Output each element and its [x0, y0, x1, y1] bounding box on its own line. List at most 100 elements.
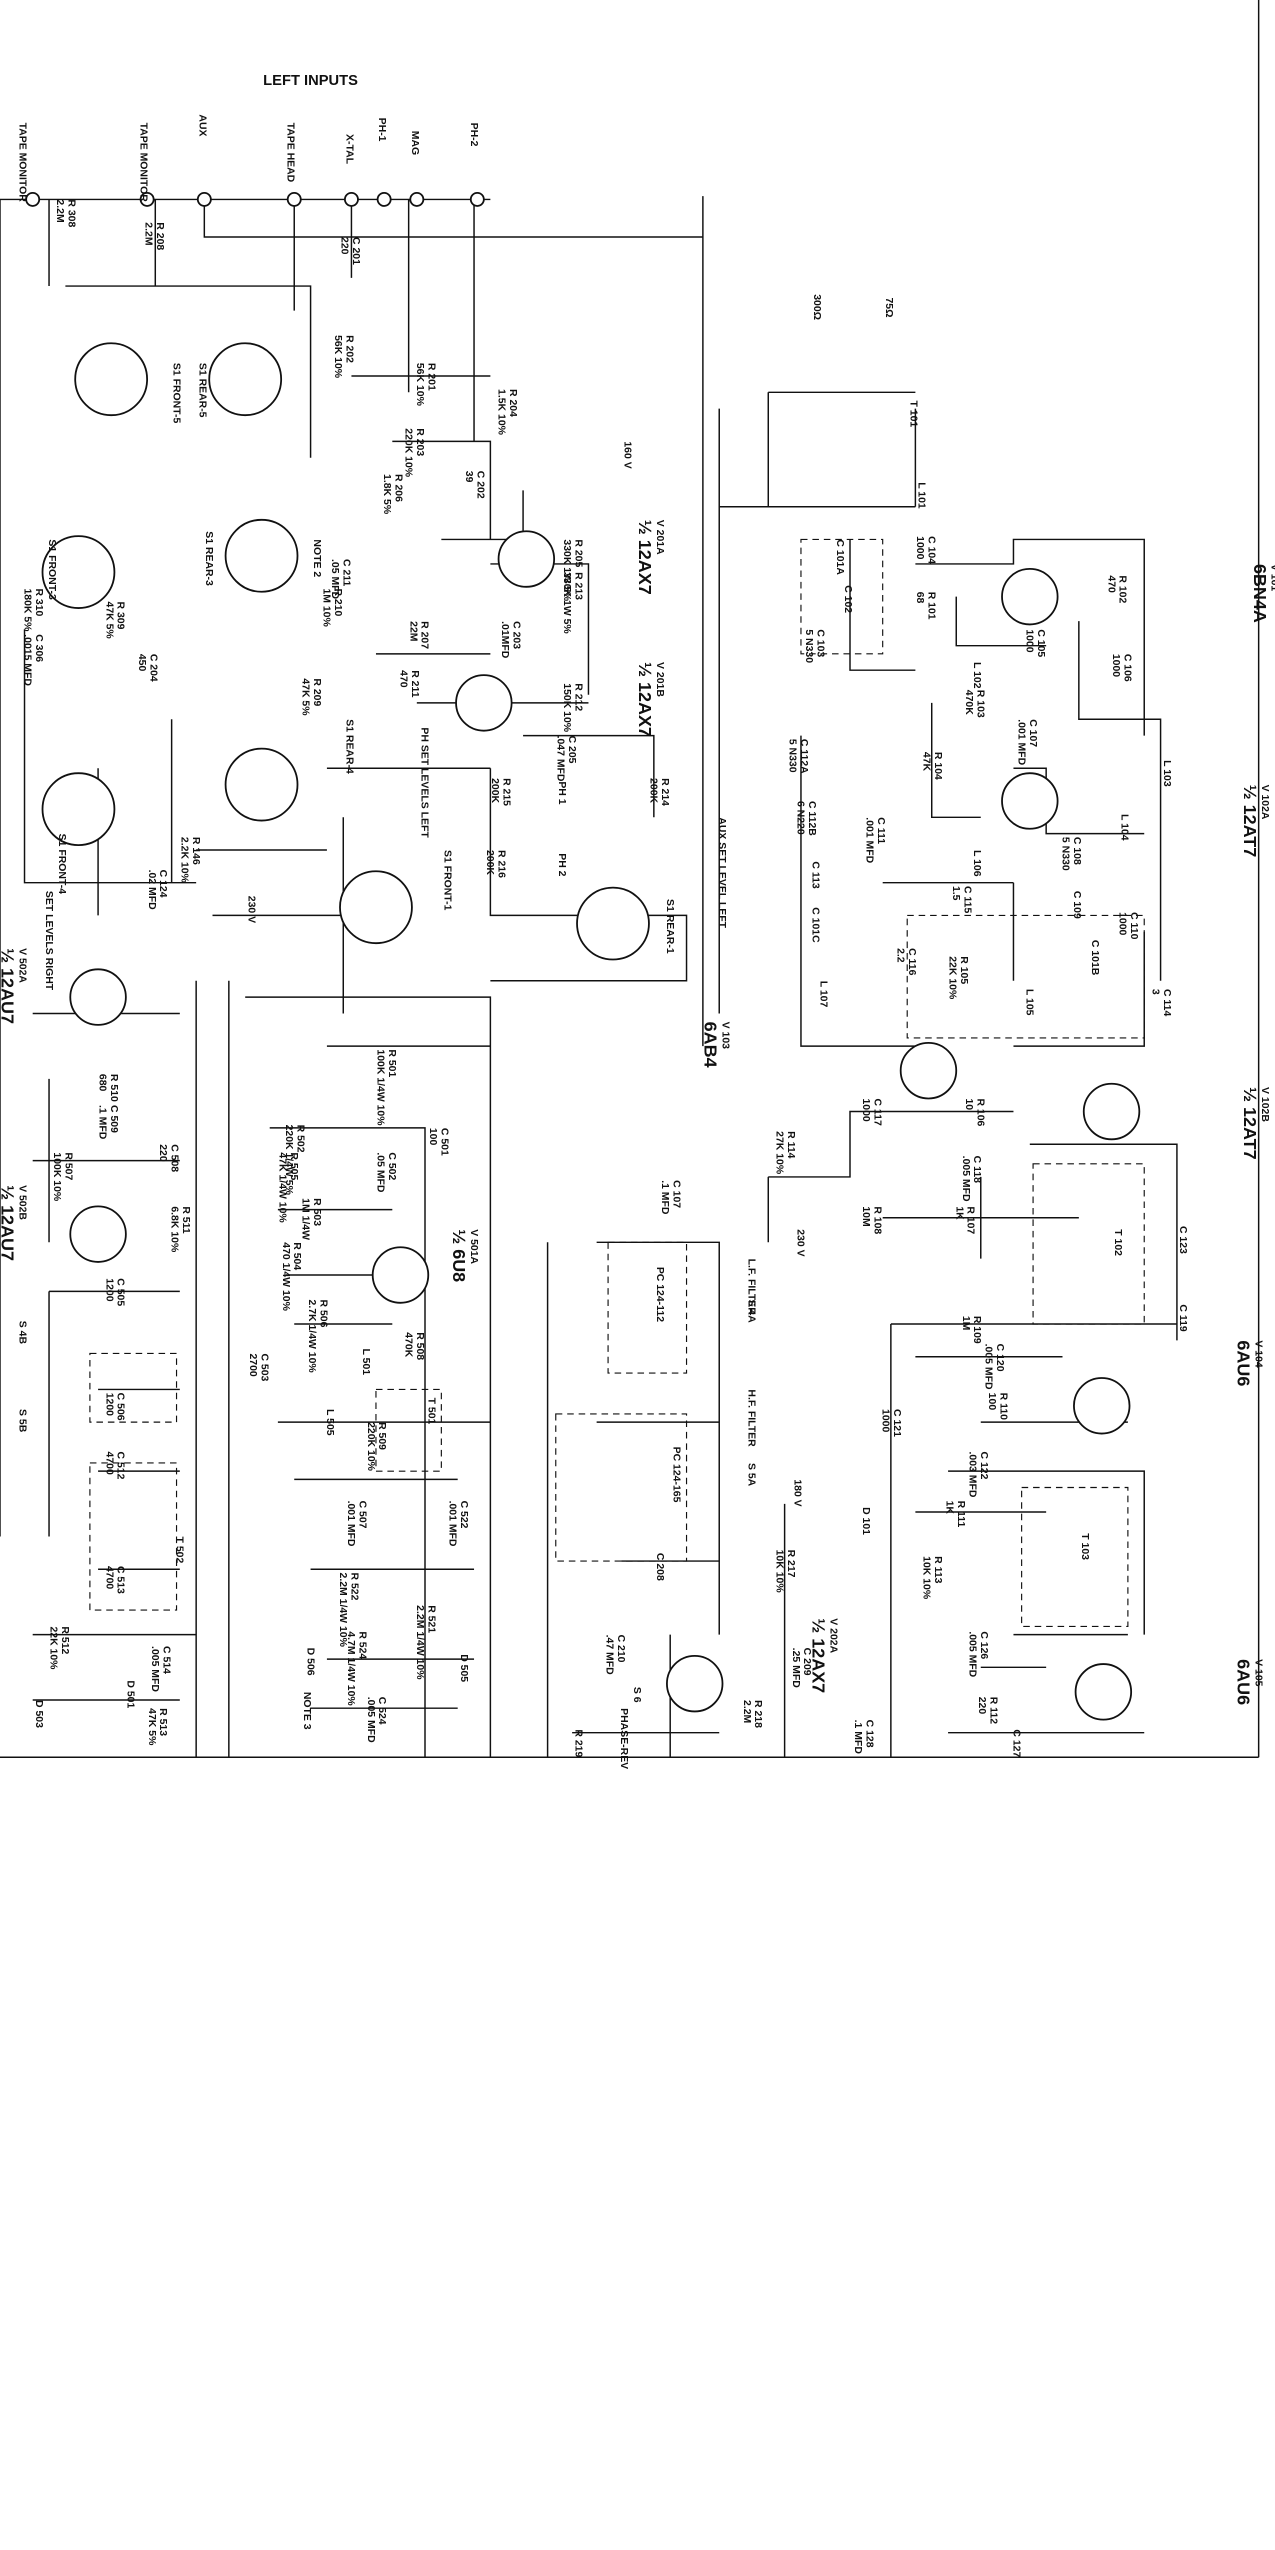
- component-value: .1 MFD: [659, 1180, 670, 1215]
- component-ref: S 5B: [17, 1409, 28, 1433]
- component-ref: C 101B: [1089, 940, 1100, 976]
- component-value: 1M 1/4W: [299, 1198, 310, 1240]
- component-value: 470K: [402, 1332, 413, 1357]
- tube-ref: V 201B: [654, 662, 665, 697]
- component-value: 330K 1W 5%: [561, 572, 572, 634]
- component-ref: T 103: [1079, 1533, 1090, 1560]
- annotation: S1 REAR-1: [664, 899, 675, 954]
- component-value: 1000: [1117, 912, 1128, 935]
- component-ref: C 122: [978, 1452, 989, 1480]
- component-value: .001 MFD: [345, 1501, 356, 1547]
- component-ref: C 124: [157, 870, 168, 898]
- component-value: 10: [963, 1098, 974, 1110]
- input-label: X-TAL: [344, 134, 355, 165]
- component-value: .001 MFD: [1015, 719, 1026, 765]
- tube-type: ½ 12AX7: [808, 1618, 828, 1693]
- component-value: .1 MFD: [97, 1105, 108, 1140]
- component-value: 47K: [921, 752, 932, 772]
- header-title: LEFT INPUTS: [263, 73, 358, 89]
- tube-type: 6BN4A: [1250, 564, 1270, 623]
- component-value: 470: [397, 670, 408, 688]
- input-label: TAPE MONITOR: [138, 123, 149, 203]
- component-value: 6.8K 10%: [169, 1206, 180, 1253]
- tube-envelopes: [69, 530, 1141, 1721]
- component-value: 1.5: [950, 886, 961, 901]
- component-value: 1M 10%: [321, 588, 332, 627]
- component-ref: R 511: [180, 1206, 191, 1234]
- component-value: 470K: [963, 690, 974, 715]
- component-ref: R 503: [311, 1198, 322, 1226]
- component-ref: C 102: [842, 585, 853, 613]
- tube-type: ½ 12AX7: [635, 662, 655, 737]
- component-value: 100K 1/4W 10%: [375, 1049, 386, 1126]
- component-value: 200K: [489, 778, 500, 803]
- component-value: .001 MFD: [447, 1501, 458, 1547]
- component-ref: L 101: [916, 482, 927, 509]
- component-ref: C 506: [115, 1393, 126, 1421]
- component-ref: C 126: [978, 1631, 989, 1659]
- component-ref: L 102: [971, 662, 982, 689]
- component-ref: R 112: [988, 1697, 999, 1725]
- annotation: S1 REAR-3: [203, 531, 214, 586]
- component-ref: T 101: [907, 400, 918, 427]
- component-ref: C 505: [115, 1278, 126, 1306]
- component-ref: R 109: [971, 1316, 982, 1344]
- component-ref: C 115: [961, 886, 972, 914]
- component-value: .005 MFD: [966, 1631, 977, 1677]
- tube-type: ½ 12AT7: [1240, 1087, 1260, 1160]
- component-ref: L 107: [818, 981, 829, 1008]
- component-ref: R 505: [288, 1152, 299, 1180]
- annotation: PH 2: [556, 853, 567, 876]
- component-ref: D 505: [458, 1654, 469, 1682]
- component-ref: R 208: [154, 222, 165, 250]
- component-value: 4.7M 1/4W 10%: [345, 1631, 356, 1706]
- component-ref: T 502: [174, 1537, 185, 1564]
- component-ref: C 112B: [806, 801, 817, 836]
- component-ref: C 501: [438, 1128, 449, 1156]
- tube-ref: V 101: [1269, 564, 1275, 592]
- component-ref: C 119: [1177, 1304, 1188, 1332]
- component-value: 56K 10%: [414, 363, 425, 407]
- component-value: .047 MFD: [554, 736, 565, 782]
- component-ref: L 106: [971, 850, 982, 877]
- component-ref: C 107: [1027, 719, 1038, 747]
- component-ref: R 508: [414, 1332, 425, 1360]
- annotation: 75Ω: [883, 298, 894, 318]
- component-value: 22K 10%: [48, 1626, 59, 1670]
- component-ref: R 506: [317, 1300, 328, 1328]
- tube-ref: V 502B: [17, 1185, 28, 1220]
- annotation: PH 1: [556, 781, 567, 804]
- component-ref: D 501: [125, 1680, 136, 1708]
- component-ref: S 4B: [17, 1321, 28, 1345]
- component-ref: C 204: [147, 654, 158, 682]
- component-value: 10K 10%: [921, 1556, 932, 1600]
- component-ref: R 522: [348, 1573, 359, 1601]
- component-value: 22M: [407, 621, 418, 642]
- component-ref: R 101: [925, 592, 936, 620]
- component-ref: C 513: [115, 1566, 126, 1594]
- component-ref: C 502: [386, 1152, 397, 1180]
- component-ref: C 514: [160, 1646, 171, 1674]
- component-value: 2.2K 10%: [178, 837, 189, 884]
- component-value: .001 MFD: [863, 817, 874, 863]
- component-value: .1 MFD: [852, 1720, 863, 1755]
- component-value: 3: [1149, 989, 1160, 995]
- component-ref: C 508: [169, 1144, 180, 1172]
- input-label: AUX: [196, 114, 207, 136]
- component-value: 2.2M 1/4W 10%: [414, 1605, 425, 1680]
- component-ref: C 127: [1010, 1729, 1021, 1757]
- component-ref: L 505: [324, 1409, 335, 1436]
- tube-ref: V 105: [1252, 1659, 1263, 1687]
- component-ref: R 211: [409, 670, 420, 698]
- component-ref: R 209: [311, 678, 322, 706]
- component-value: 1000: [1024, 629, 1035, 652]
- component-ref: R 214: [659, 778, 670, 806]
- annotation: PHASE-REV: [618, 1708, 629, 1769]
- component-value: 100: [986, 1393, 997, 1411]
- component-ref: C 112A: [798, 739, 809, 774]
- component-ref: S 6: [631, 1687, 642, 1703]
- annotation: S1 FRONT-4: [56, 834, 67, 895]
- component-ref: R 105: [958, 956, 969, 984]
- component-ref: R 521: [425, 1605, 436, 1633]
